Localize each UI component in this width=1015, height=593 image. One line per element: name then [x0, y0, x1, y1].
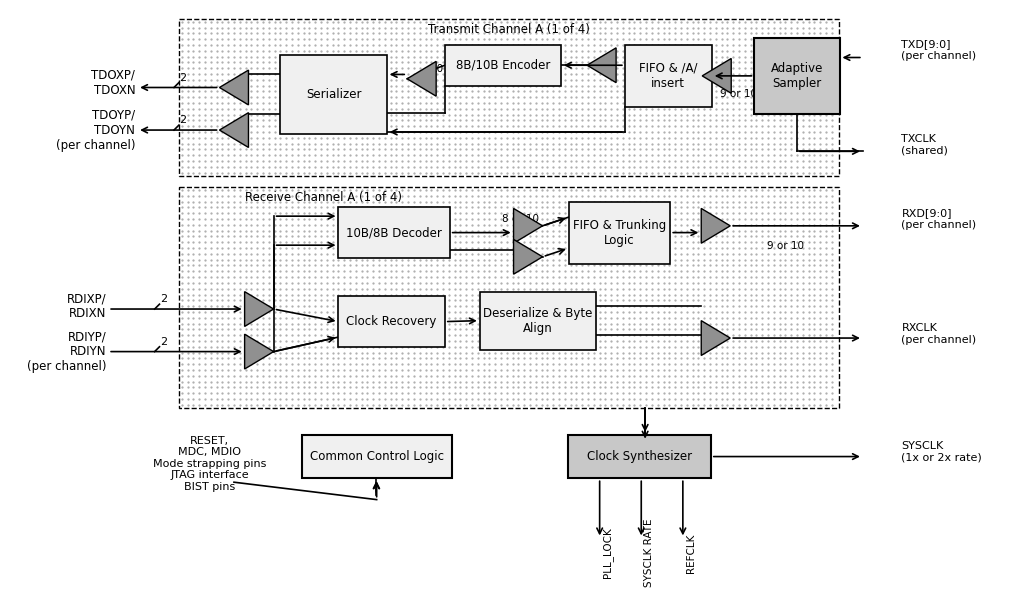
- Bar: [179, 19, 838, 176]
- Bar: [754, 38, 839, 114]
- Text: 9 or 10: 9 or 10: [721, 89, 757, 99]
- Polygon shape: [245, 292, 274, 326]
- Polygon shape: [219, 113, 249, 148]
- Text: Clock Synthesizer: Clock Synthesizer: [587, 450, 692, 463]
- Polygon shape: [514, 208, 543, 243]
- Bar: [445, 45, 561, 85]
- Bar: [567, 435, 710, 479]
- Polygon shape: [701, 208, 730, 243]
- Text: SYSCLK
(1x or 2x rate): SYSCLK (1x or 2x rate): [901, 441, 983, 463]
- Bar: [625, 45, 712, 107]
- Text: 2: 2: [159, 337, 166, 347]
- Polygon shape: [701, 321, 730, 355]
- Text: Receive Channel A (1 of 4): Receive Channel A (1 of 4): [246, 192, 402, 204]
- Text: TDOXP/
TDOXN: TDOXP/ TDOXN: [91, 69, 135, 97]
- Text: 8 or 10: 8 or 10: [501, 214, 539, 224]
- Text: RESET,
MDC, MDIO
Mode strapping pins
JTAG interface
BIST pins: RESET, MDC, MDIO Mode strapping pins JTA…: [153, 436, 267, 492]
- Polygon shape: [702, 59, 731, 93]
- Bar: [480, 292, 596, 350]
- Text: Clock Recovery: Clock Recovery: [346, 315, 436, 328]
- Text: SYSCLK RATE: SYSCLK RATE: [645, 518, 654, 587]
- Polygon shape: [245, 334, 274, 369]
- Text: 9 or 10: 9 or 10: [767, 241, 804, 251]
- Text: TXCLK
(shared): TXCLK (shared): [901, 134, 948, 155]
- Text: RXCLK
(per channel): RXCLK (per channel): [901, 323, 976, 345]
- Polygon shape: [407, 61, 436, 96]
- Bar: [338, 208, 450, 258]
- Bar: [338, 296, 445, 347]
- Bar: [179, 187, 838, 408]
- Bar: [568, 202, 670, 263]
- Text: TXD[9:0]
(per channel): TXD[9:0] (per channel): [901, 39, 976, 60]
- Text: 10B/8B Decoder: 10B/8B Decoder: [346, 226, 442, 239]
- Polygon shape: [514, 240, 543, 274]
- Bar: [280, 55, 387, 134]
- Text: 2: 2: [179, 115, 187, 125]
- Text: Deserialize & Byte
Align: Deserialize & Byte Align: [483, 307, 593, 334]
- Text: RDIYP/
RDIYN
(per channel): RDIYP/ RDIYN (per channel): [26, 330, 107, 373]
- Text: FIFO & /A/
insert: FIFO & /A/ insert: [639, 62, 697, 90]
- Text: Adaptive
Sampler: Adaptive Sampler: [770, 62, 823, 90]
- Text: 2: 2: [159, 294, 166, 304]
- Text: Common Control Logic: Common Control Logic: [310, 450, 444, 463]
- Text: 8B/10B Encoder: 8B/10B Encoder: [456, 59, 550, 72]
- Polygon shape: [587, 48, 616, 82]
- Bar: [301, 435, 452, 479]
- Polygon shape: [219, 70, 249, 105]
- Text: Serializer: Serializer: [306, 88, 361, 101]
- Text: 2: 2: [179, 73, 187, 82]
- Text: RXD[9:0]
(per channel): RXD[9:0] (per channel): [901, 208, 976, 230]
- Text: FIFO & Trunking
Logic: FIFO & Trunking Logic: [572, 219, 666, 247]
- Text: REFCLK: REFCLK: [686, 533, 695, 572]
- Text: TDOYP/
TDOYN
(per channel): TDOYP/ TDOYN (per channel): [56, 109, 135, 152]
- Text: 10: 10: [430, 64, 444, 74]
- Text: PLL_LOCK: PLL_LOCK: [603, 527, 613, 578]
- Text: Transmit Channel A (1 of 4): Transmit Channel A (1 of 4): [427, 23, 590, 36]
- Text: RDIXP/
RDIXN: RDIXP/ RDIXN: [67, 292, 107, 320]
